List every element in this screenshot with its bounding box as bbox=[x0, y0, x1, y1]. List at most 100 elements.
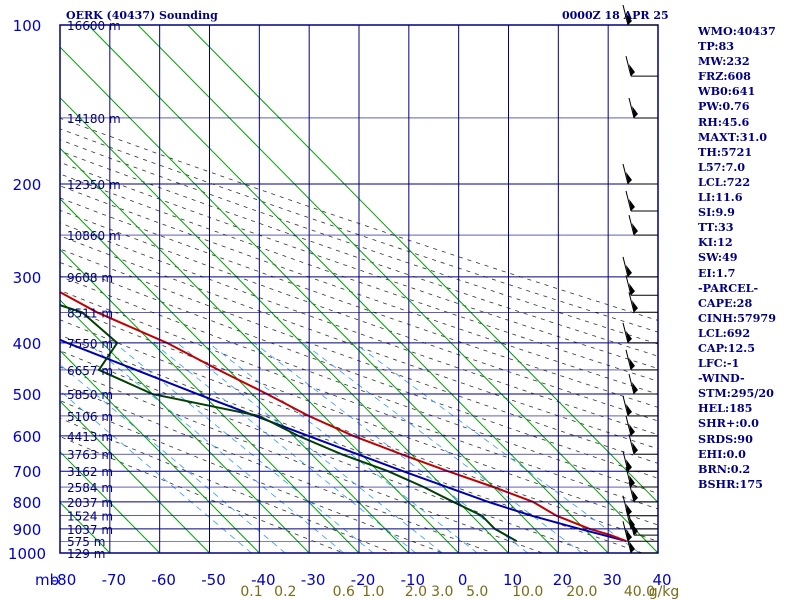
plot-frame bbox=[59, 24, 659, 554]
wind-barb-pennant bbox=[629, 64, 635, 77]
wind-barb bbox=[622, 256, 658, 278]
wind-barb-pennant bbox=[632, 523, 638, 536]
wind-barb bbox=[628, 515, 658, 536]
dry-adiabat bbox=[60, 289, 658, 510]
index-item: L57:7.0 bbox=[698, 159, 746, 174]
wind-barb-shaft bbox=[628, 373, 635, 395]
wind-barb-shaft bbox=[625, 415, 632, 436]
temperature-tick-label: 20 bbox=[553, 571, 572, 589]
index-item: LFC:-1 bbox=[698, 356, 740, 371]
dry-adiabat bbox=[60, 350, 594, 553]
stability-indices-list: WMO:40437 TP:83 MW:232 FRZ:608 WB0:641 PW:0.7… bbox=[698, 24, 776, 492]
pressure-label: 800 bbox=[13, 494, 42, 512]
height-label: 2584 m bbox=[67, 481, 113, 495]
index-item: PW:0.76 bbox=[698, 99, 750, 114]
skewed-isotherm bbox=[87, 25, 609, 553]
pressure-label: 400 bbox=[13, 335, 42, 353]
skewed-isotherm bbox=[60, 400, 210, 553]
mixing-ratio-line bbox=[152, 342, 417, 553]
wind-barb-shaft bbox=[625, 190, 632, 212]
wind-barb-shaft bbox=[625, 56, 632, 77]
x-axis-label: mb bbox=[35, 571, 59, 589]
temperature-tick-label: 30 bbox=[603, 571, 622, 589]
height-label: 14180 m bbox=[67, 112, 121, 126]
dry-adiabat bbox=[60, 235, 658, 450]
wind-barb-shaft bbox=[628, 97, 635, 119]
index-item: LCL:692 bbox=[698, 325, 751, 340]
mixing-ratio-label: 0.2 bbox=[274, 584, 296, 600]
wind-barb-pennant bbox=[626, 13, 632, 25]
wind-barb bbox=[628, 292, 658, 313]
index-item: EHI:0.0 bbox=[698, 446, 746, 461]
dry-adiabat bbox=[60, 417, 395, 553]
index-item: BRN:0.2 bbox=[698, 461, 751, 476]
index-item: -PARCEL- bbox=[698, 280, 759, 295]
index-item: STM:295/20 bbox=[698, 386, 774, 401]
wind-barb-pennant bbox=[629, 423, 635, 436]
wind-barb bbox=[625, 466, 658, 488]
dewpoint-trace bbox=[60, 304, 518, 543]
wind-barb-pennant bbox=[629, 357, 635, 370]
mixing-ratio-label: 20.0 bbox=[566, 584, 597, 600]
index-item: CAP:12.5 bbox=[698, 340, 755, 355]
wind-barb-shaft bbox=[622, 256, 629, 278]
wind-barb-shaft bbox=[628, 515, 635, 536]
dry-adiabat bbox=[60, 304, 658, 526]
index-item: HEL:185 bbox=[698, 401, 753, 416]
wind-barb-shaft bbox=[625, 349, 632, 371]
index-item: LI:11.6 bbox=[698, 190, 743, 205]
mixing-ratio-label: 2.0 bbox=[405, 584, 427, 600]
wind-barb-shaft bbox=[625, 532, 632, 554]
index-item: TH:5721 bbox=[698, 144, 753, 159]
wind-barb-pennant bbox=[629, 541, 635, 553]
wind-barb-pennant bbox=[632, 382, 638, 395]
temperature-tick-label: -40 bbox=[251, 571, 276, 589]
mixing-ratio-label: 3.0 bbox=[431, 584, 453, 600]
pressure-label: 700 bbox=[13, 463, 42, 481]
wind-barb bbox=[625, 349, 658, 371]
index-item: TP:83 bbox=[698, 39, 735, 54]
mixing-ratio-line bbox=[176, 342, 443, 553]
wind-barb-pennant bbox=[629, 198, 635, 211]
height-label: 6657 m bbox=[67, 364, 113, 378]
wind-barb-shaft bbox=[622, 322, 629, 344]
wind-barb-shaft bbox=[622, 163, 629, 185]
mixing-ratio-line bbox=[353, 342, 640, 553]
wind-barb-shaft bbox=[628, 434, 635, 455]
height-label: 9608 m bbox=[67, 271, 113, 285]
dry-adiabat bbox=[60, 436, 345, 553]
pressure-label: 500 bbox=[13, 386, 42, 404]
mixing-ratio-label: 10.0 bbox=[512, 584, 543, 600]
height-label: 5850 m bbox=[67, 388, 113, 402]
wind-barb bbox=[628, 481, 658, 503]
index-item: SI:9.9 bbox=[698, 205, 735, 220]
temperature-tick-label: 40 bbox=[652, 571, 671, 589]
height-label: 12350 m bbox=[67, 178, 121, 192]
skewed-isotherm bbox=[60, 96, 509, 553]
wind-barb-shaft bbox=[622, 4, 629, 26]
wind-barb-pennant bbox=[626, 264, 632, 277]
dry-adiabat bbox=[60, 139, 658, 345]
mixing-ratio-label: 0.6 bbox=[333, 584, 355, 600]
height-label: 5106 m bbox=[67, 410, 113, 424]
dry-adiabat bbox=[60, 197, 658, 408]
temperature-tick-label: -30 bbox=[301, 571, 326, 589]
dry-adiabat bbox=[60, 222, 658, 436]
wind-barb bbox=[622, 4, 658, 26]
wind-barb bbox=[628, 214, 658, 236]
temperature-tick-label: -20 bbox=[351, 571, 376, 589]
wind-barb bbox=[625, 532, 658, 554]
wind-barb-pennant bbox=[626, 403, 632, 416]
skewed-isotherm bbox=[60, 46, 559, 553]
wind-barb-pennant bbox=[629, 283, 635, 296]
height-label: 16600 m bbox=[67, 19, 121, 33]
wind-barb bbox=[622, 163, 658, 185]
height-label: 1037 m bbox=[67, 523, 113, 537]
skewed-isotherm bbox=[187, 25, 658, 504]
skewed-isotherm bbox=[60, 349, 260, 553]
pressure-label: 100 bbox=[13, 17, 42, 35]
index-item: WMO:40437 bbox=[698, 24, 776, 38]
wind-barb bbox=[628, 434, 658, 455]
index-item: MAXT:31.0 bbox=[698, 129, 768, 144]
